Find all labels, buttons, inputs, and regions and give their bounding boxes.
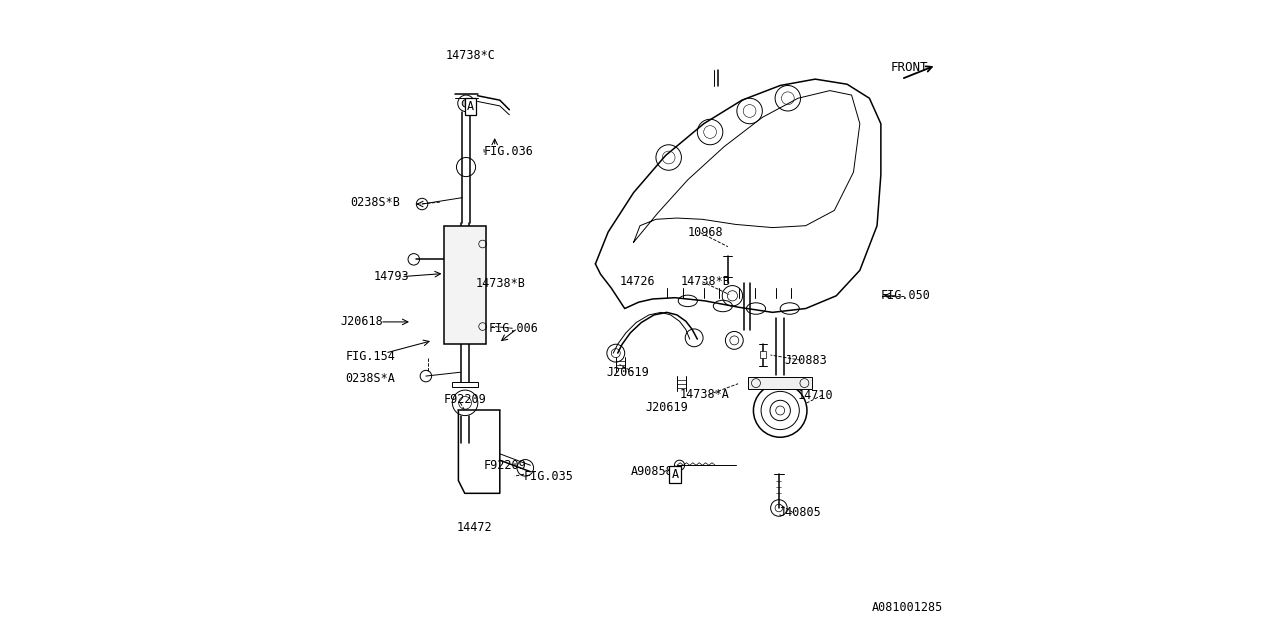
Text: J20618: J20618 bbox=[340, 316, 383, 328]
Text: FIG.036: FIG.036 bbox=[484, 145, 534, 157]
Text: FIG.154: FIG.154 bbox=[346, 350, 396, 363]
Text: A: A bbox=[467, 100, 474, 113]
Circle shape bbox=[462, 100, 470, 107]
Text: 14738*B: 14738*B bbox=[681, 275, 731, 288]
Text: A081001285: A081001285 bbox=[872, 602, 942, 614]
Text: 14738*C: 14738*C bbox=[445, 49, 495, 62]
Text: 14793: 14793 bbox=[374, 270, 410, 283]
Text: 14726: 14726 bbox=[620, 275, 655, 288]
Text: J20619: J20619 bbox=[607, 365, 649, 379]
Text: 0238S*A: 0238S*A bbox=[346, 372, 396, 385]
Bar bbox=[452, 382, 477, 387]
Text: FIG.006: FIG.006 bbox=[489, 322, 538, 335]
Bar bbox=[444, 227, 486, 344]
Text: 14710: 14710 bbox=[797, 388, 833, 402]
Text: J20883: J20883 bbox=[785, 354, 827, 367]
Bar bbox=[749, 377, 812, 390]
Text: FIG.050: FIG.050 bbox=[881, 289, 931, 302]
Text: F92209: F92209 bbox=[444, 393, 486, 406]
Text: 10968: 10968 bbox=[687, 226, 723, 239]
Text: 14738*A: 14738*A bbox=[680, 388, 730, 401]
Text: F92209: F92209 bbox=[484, 459, 526, 472]
Text: 14472: 14472 bbox=[457, 520, 493, 534]
Text: 14738*B: 14738*B bbox=[476, 276, 526, 289]
Text: FIG.035: FIG.035 bbox=[524, 470, 573, 483]
Text: 0238S*B: 0238S*B bbox=[349, 196, 399, 209]
Text: A90858: A90858 bbox=[631, 465, 673, 478]
Text: A: A bbox=[672, 468, 678, 481]
Bar bbox=[760, 351, 767, 358]
Text: FRONT: FRONT bbox=[891, 61, 928, 74]
Text: J20619: J20619 bbox=[645, 401, 687, 414]
Text: J40805: J40805 bbox=[780, 506, 822, 519]
